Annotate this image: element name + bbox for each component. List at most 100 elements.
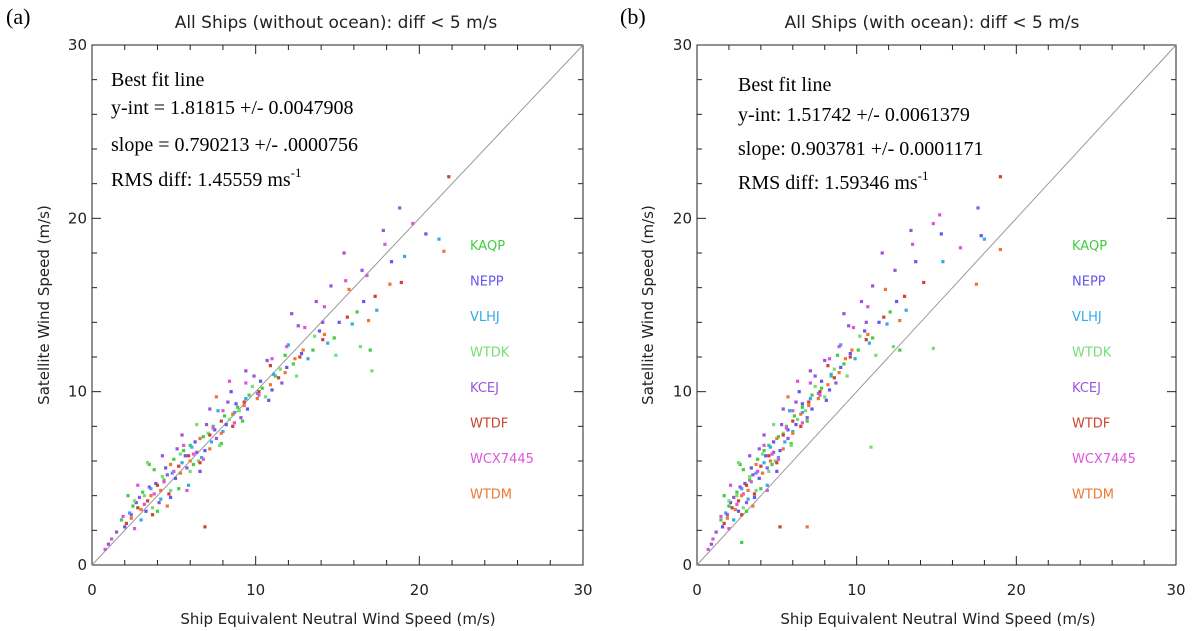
- data-point: [193, 440, 197, 444]
- data-point: [754, 488, 758, 493]
- data-point: [776, 457, 781, 461]
- data-point: [239, 416, 243, 420]
- data-point: [748, 478, 752, 482]
- data-point: [931, 221, 935, 226]
- data-point: [722, 494, 726, 498]
- data-point: [904, 308, 908, 312]
- plot-frame: [696, 44, 1177, 566]
- data-point: [142, 494, 146, 498]
- data-point: [270, 357, 274, 361]
- fit-annotation: Best fit line y-int = 1.81815 +/- 0.0047…: [111, 69, 358, 191]
- data-point: [810, 393, 814, 397]
- data-point: [186, 483, 191, 487]
- data-point: [891, 345, 895, 349]
- data-point: [245, 407, 250, 411]
- data-point: [853, 357, 857, 361]
- data-point: [791, 419, 795, 423]
- data-point: [366, 319, 371, 323]
- data-point: [744, 483, 749, 487]
- data-point: [278, 367, 282, 371]
- data-point: [170, 471, 174, 475]
- data-point: [794, 423, 798, 427]
- data-point: [800, 402, 804, 406]
- data-point: [845, 374, 849, 378]
- fit-intercept: y-int = 1.81815 +/- 0.0047908: [111, 97, 354, 119]
- data-point: [128, 511, 132, 515]
- data-point: [159, 497, 163, 501]
- data-point: [350, 322, 354, 326]
- data-point: [866, 332, 870, 337]
- data-point: [146, 499, 150, 503]
- data-point: [767, 454, 771, 458]
- x-tick-labels: 0 10 20 30: [87, 581, 592, 599]
- data-point: [208, 407, 212, 411]
- data-point: [784, 426, 789, 430]
- data-point: [775, 461, 779, 465]
- x-tick-label: 10: [847, 581, 866, 599]
- data-point: [124, 521, 128, 525]
- data-point: [285, 365, 289, 369]
- data-point: [214, 395, 218, 399]
- data-point: [183, 454, 187, 458]
- data-point: [765, 488, 769, 493]
- data-point: [447, 175, 451, 179]
- data-point: [871, 336, 875, 340]
- legend-entry: KCEJ: [1072, 381, 1101, 396]
- chart-title: All Ships (with ocean): diff < 5 m/s: [785, 13, 1080, 33]
- data-point: [389, 260, 394, 264]
- x-tick-label: 20: [410, 581, 429, 599]
- data-point: [165, 504, 169, 508]
- data-point: [224, 423, 228, 427]
- data-point: [149, 487, 153, 491]
- data-point: [789, 443, 793, 447]
- data-point: [190, 445, 194, 449]
- data-point: [848, 355, 852, 359]
- data-point: [299, 351, 304, 356]
- data-point: [832, 367, 836, 371]
- data-point: [835, 353, 840, 357]
- data-point: [740, 487, 744, 491]
- data-point: [155, 483, 160, 487]
- data-point: [180, 461, 184, 465]
- data-point: [914, 260, 918, 264]
- legend-entry: WTDF: [470, 417, 508, 432]
- data-point: [355, 310, 359, 314]
- data-point: [314, 299, 318, 304]
- data-point: [768, 459, 773, 463]
- data-point: [177, 464, 181, 468]
- data-point: [882, 315, 886, 319]
- data-point: [722, 521, 726, 525]
- data-point: [773, 459, 777, 463]
- data-point: [751, 504, 755, 508]
- data-point: [832, 376, 836, 380]
- data-point: [226, 400, 230, 404]
- data-point: [749, 466, 753, 470]
- data-point: [141, 490, 145, 494]
- data-point: [939, 232, 943, 236]
- data-point: [894, 299, 899, 304]
- data-point: [250, 384, 254, 389]
- data-point: [741, 492, 745, 496]
- data-point: [979, 234, 983, 238]
- data-point: [735, 494, 739, 498]
- data-point: [740, 540, 744, 545]
- data-point: [842, 362, 846, 366]
- data-point: [795, 417, 800, 421]
- data-point: [800, 410, 804, 415]
- data-point: [177, 487, 181, 491]
- data-point: [805, 416, 809, 420]
- data-point: [740, 494, 744, 498]
- data-point: [823, 395, 827, 399]
- data-point: [885, 322, 889, 326]
- data-point: [290, 312, 294, 316]
- data-point: [735, 490, 739, 494]
- data-point: [958, 246, 963, 250]
- x-tick-label: 0: [87, 581, 97, 599]
- data-point: [709, 542, 713, 546]
- data-point: [754, 471, 758, 475]
- data-point: [808, 369, 812, 373]
- data-point: [744, 501, 749, 505]
- data-point: [280, 381, 284, 385]
- data-point: [347, 287, 351, 291]
